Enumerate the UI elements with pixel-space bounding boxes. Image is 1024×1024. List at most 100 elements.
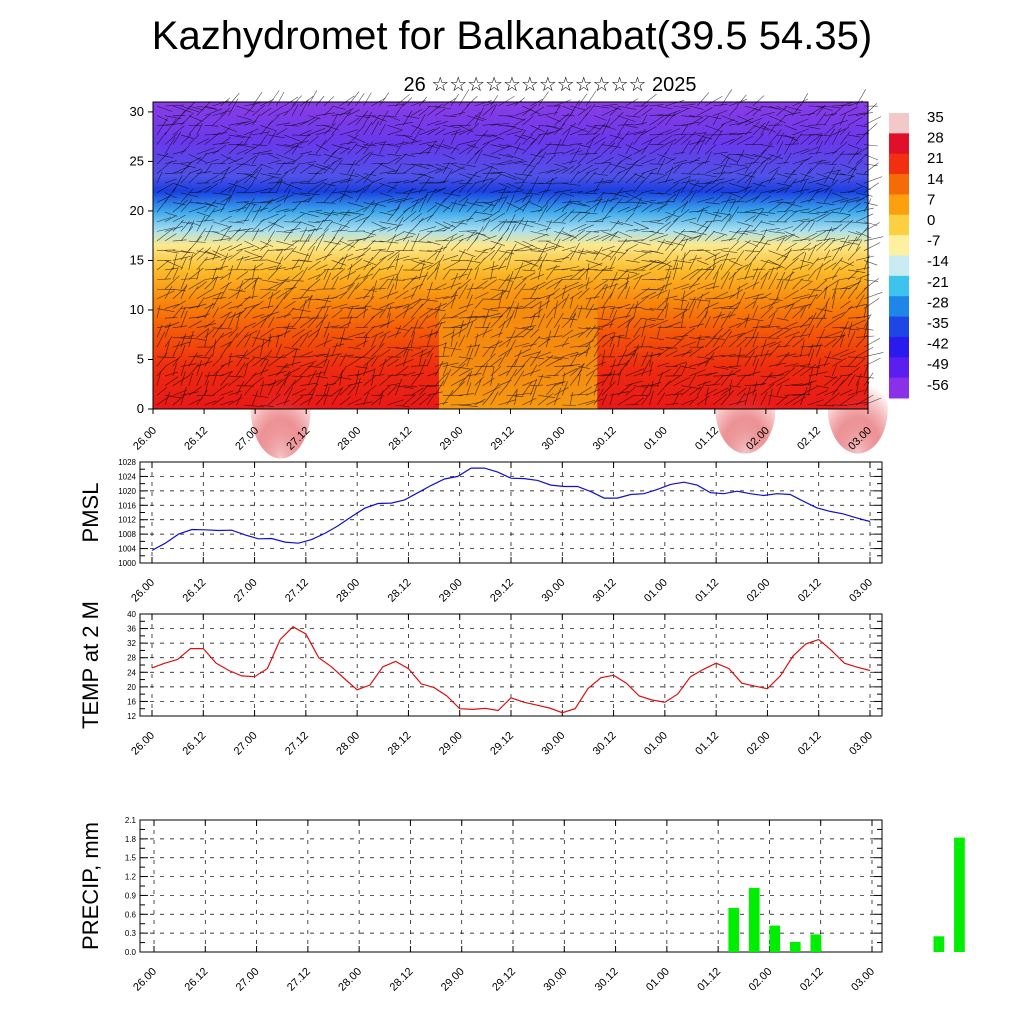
pmsl-ytick-label: 1020 xyxy=(118,487,136,496)
colorbar-label: -56 xyxy=(927,377,949,394)
pmsl-xtick-label: 29.12 xyxy=(488,577,516,605)
colorbar-swatch xyxy=(889,316,909,338)
heatmap-xtick-label: 30.00 xyxy=(540,425,568,453)
temp-xtick-label: 28.12 xyxy=(386,730,414,758)
heatmap-xtick-label: 01.00 xyxy=(642,425,670,453)
heatmap-xtick-label: 29.12 xyxy=(489,425,517,453)
colorbar-label: 0 xyxy=(927,212,935,229)
temp-line xyxy=(151,626,871,714)
precip-bar xyxy=(748,887,760,952)
heatmap-xtick-label: 28.12 xyxy=(387,425,415,453)
heatmap-xtick-label: 01.12 xyxy=(693,425,721,453)
temp-ylabel: TEMP at 2 M xyxy=(78,601,103,729)
precip-ytick-label: 2.1 xyxy=(125,816,137,825)
precip-xtick-label: 01.12 xyxy=(695,966,723,994)
heatmap-ytick-label: 15 xyxy=(130,252,144,267)
temp-xtick-label: 01.12 xyxy=(693,730,721,758)
precip-bar xyxy=(728,908,740,952)
temp-ytick-label: 28 xyxy=(127,654,136,663)
temp-ytick-label: 20 xyxy=(127,683,136,692)
temp-xtick-label: 26.00 xyxy=(129,730,157,758)
precip-ytick-label: 1.5 xyxy=(125,854,137,863)
pmsl-xtick-label: 29.00 xyxy=(437,577,465,605)
temp-xtick-label: 29.12 xyxy=(488,730,516,758)
precip-bar xyxy=(769,925,781,952)
temp-ytick-label: 24 xyxy=(127,668,136,677)
temp-xtick-label: 27.00 xyxy=(232,730,260,758)
colorbar-label: -21 xyxy=(927,274,949,291)
pmsl-ytick-label: 1004 xyxy=(118,545,136,554)
temp-xtick-label: 26.12 xyxy=(180,730,208,758)
colorbar-label: -42 xyxy=(927,336,949,353)
pmsl-xtick-label: 27.12 xyxy=(283,577,311,605)
pmsl-xtick-label: 28.12 xyxy=(386,577,414,605)
colorbar-swatch xyxy=(889,214,909,236)
precip-xtick-label: 26.12 xyxy=(182,966,210,994)
colorbar-label: 28 xyxy=(927,130,944,147)
precip-xtick-label: 30.00 xyxy=(541,966,569,994)
precip-ytick-label: 0.0 xyxy=(125,948,137,957)
pmsl-ytick-label: 1016 xyxy=(118,501,136,510)
pmsl-xtick-label: 30.00 xyxy=(539,577,567,605)
colorbar-swatch xyxy=(889,255,909,277)
precip-xtick-label: 28.12 xyxy=(388,966,416,994)
colorbar-label: 21 xyxy=(927,150,944,167)
temp-xtick-label: 29.00 xyxy=(437,730,465,758)
temp-xtick-label: 02.12 xyxy=(796,730,824,758)
precip-bar xyxy=(810,934,822,952)
pmsl-xtick-label: 01.00 xyxy=(642,577,670,605)
heatmap-ytick-label: 30 xyxy=(130,104,144,119)
heatmap-ytick-label: 25 xyxy=(130,153,144,168)
pmsl-ytick-label: 1028 xyxy=(118,458,136,467)
temp-xtick-label: 01.00 xyxy=(642,730,670,758)
wind-barbs xyxy=(156,88,884,408)
chart-subtitle: 26 ☆☆☆☆☆☆☆☆☆☆☆☆ 2025 xyxy=(403,74,697,96)
colorbar-label: -28 xyxy=(927,294,949,311)
precip-ytick-label: 0.9 xyxy=(125,891,137,900)
colorbar-label: 35 xyxy=(927,109,944,126)
colorbar-label: -14 xyxy=(927,253,949,270)
pmsl-ylabel: PMSL xyxy=(78,483,103,543)
colorbar-swatch xyxy=(889,357,909,379)
precip-xtick-label: 27.00 xyxy=(234,966,262,994)
colorbar-swatch xyxy=(889,377,909,399)
precip-xtick-label: 29.00 xyxy=(439,966,467,994)
heatmap-ytick-label: 10 xyxy=(130,302,144,317)
precip-bar xyxy=(789,941,801,952)
pmsl-ytick-label: 1000 xyxy=(118,559,136,568)
temp-xtick-label: 02.00 xyxy=(745,730,773,758)
colorbar-swatch xyxy=(889,336,909,358)
temp-xtick-label: 03.00 xyxy=(847,730,875,758)
pmsl-xtick-label: 26.12 xyxy=(180,577,208,605)
pmsl-xtick-label: 27.00 xyxy=(232,577,260,605)
colorbar-label: -35 xyxy=(927,315,949,332)
temp-xtick-label: 28.00 xyxy=(334,730,362,758)
precip-xtick-label: 02.12 xyxy=(798,966,826,994)
heatmap-xtick-label: 26.00 xyxy=(131,425,159,453)
heatmap-ytick-label: 5 xyxy=(137,351,144,366)
precip-bar xyxy=(954,837,965,952)
heatmap-xtick-label: 29.00 xyxy=(438,425,466,453)
precip-xtick-label: 29.12 xyxy=(490,966,518,994)
heatmap-ytick-label: 0 xyxy=(137,401,144,416)
temp-ytick-label: 32 xyxy=(127,639,136,648)
colorbar-swatch xyxy=(889,275,909,297)
pmsl-xtick-label: 01.12 xyxy=(693,577,721,605)
temp-ytick-label: 40 xyxy=(127,610,136,619)
temp-ytick-label: 12 xyxy=(127,712,136,721)
precip-xtick-label: 28.00 xyxy=(336,966,364,994)
colorbar-swatch xyxy=(889,133,909,155)
pmsl-ytick-label: 1012 xyxy=(118,516,136,525)
heatmap-xtick-label: 28.00 xyxy=(335,425,363,453)
heatmap-xtick-label: 02.12 xyxy=(795,425,823,453)
pmsl-xtick-label: 28.00 xyxy=(334,577,362,605)
temp-xtick-label: 30.12 xyxy=(591,730,619,758)
precip-xtick-label: 02.00 xyxy=(747,966,775,994)
colorbar-label: -7 xyxy=(927,233,940,250)
pmsl-ytick-label: 1008 xyxy=(118,530,136,539)
colorbar-swatch xyxy=(889,113,909,134)
precip-ytick-label: 0.3 xyxy=(125,929,137,938)
heatmap-ytick-label: 20 xyxy=(130,203,144,218)
